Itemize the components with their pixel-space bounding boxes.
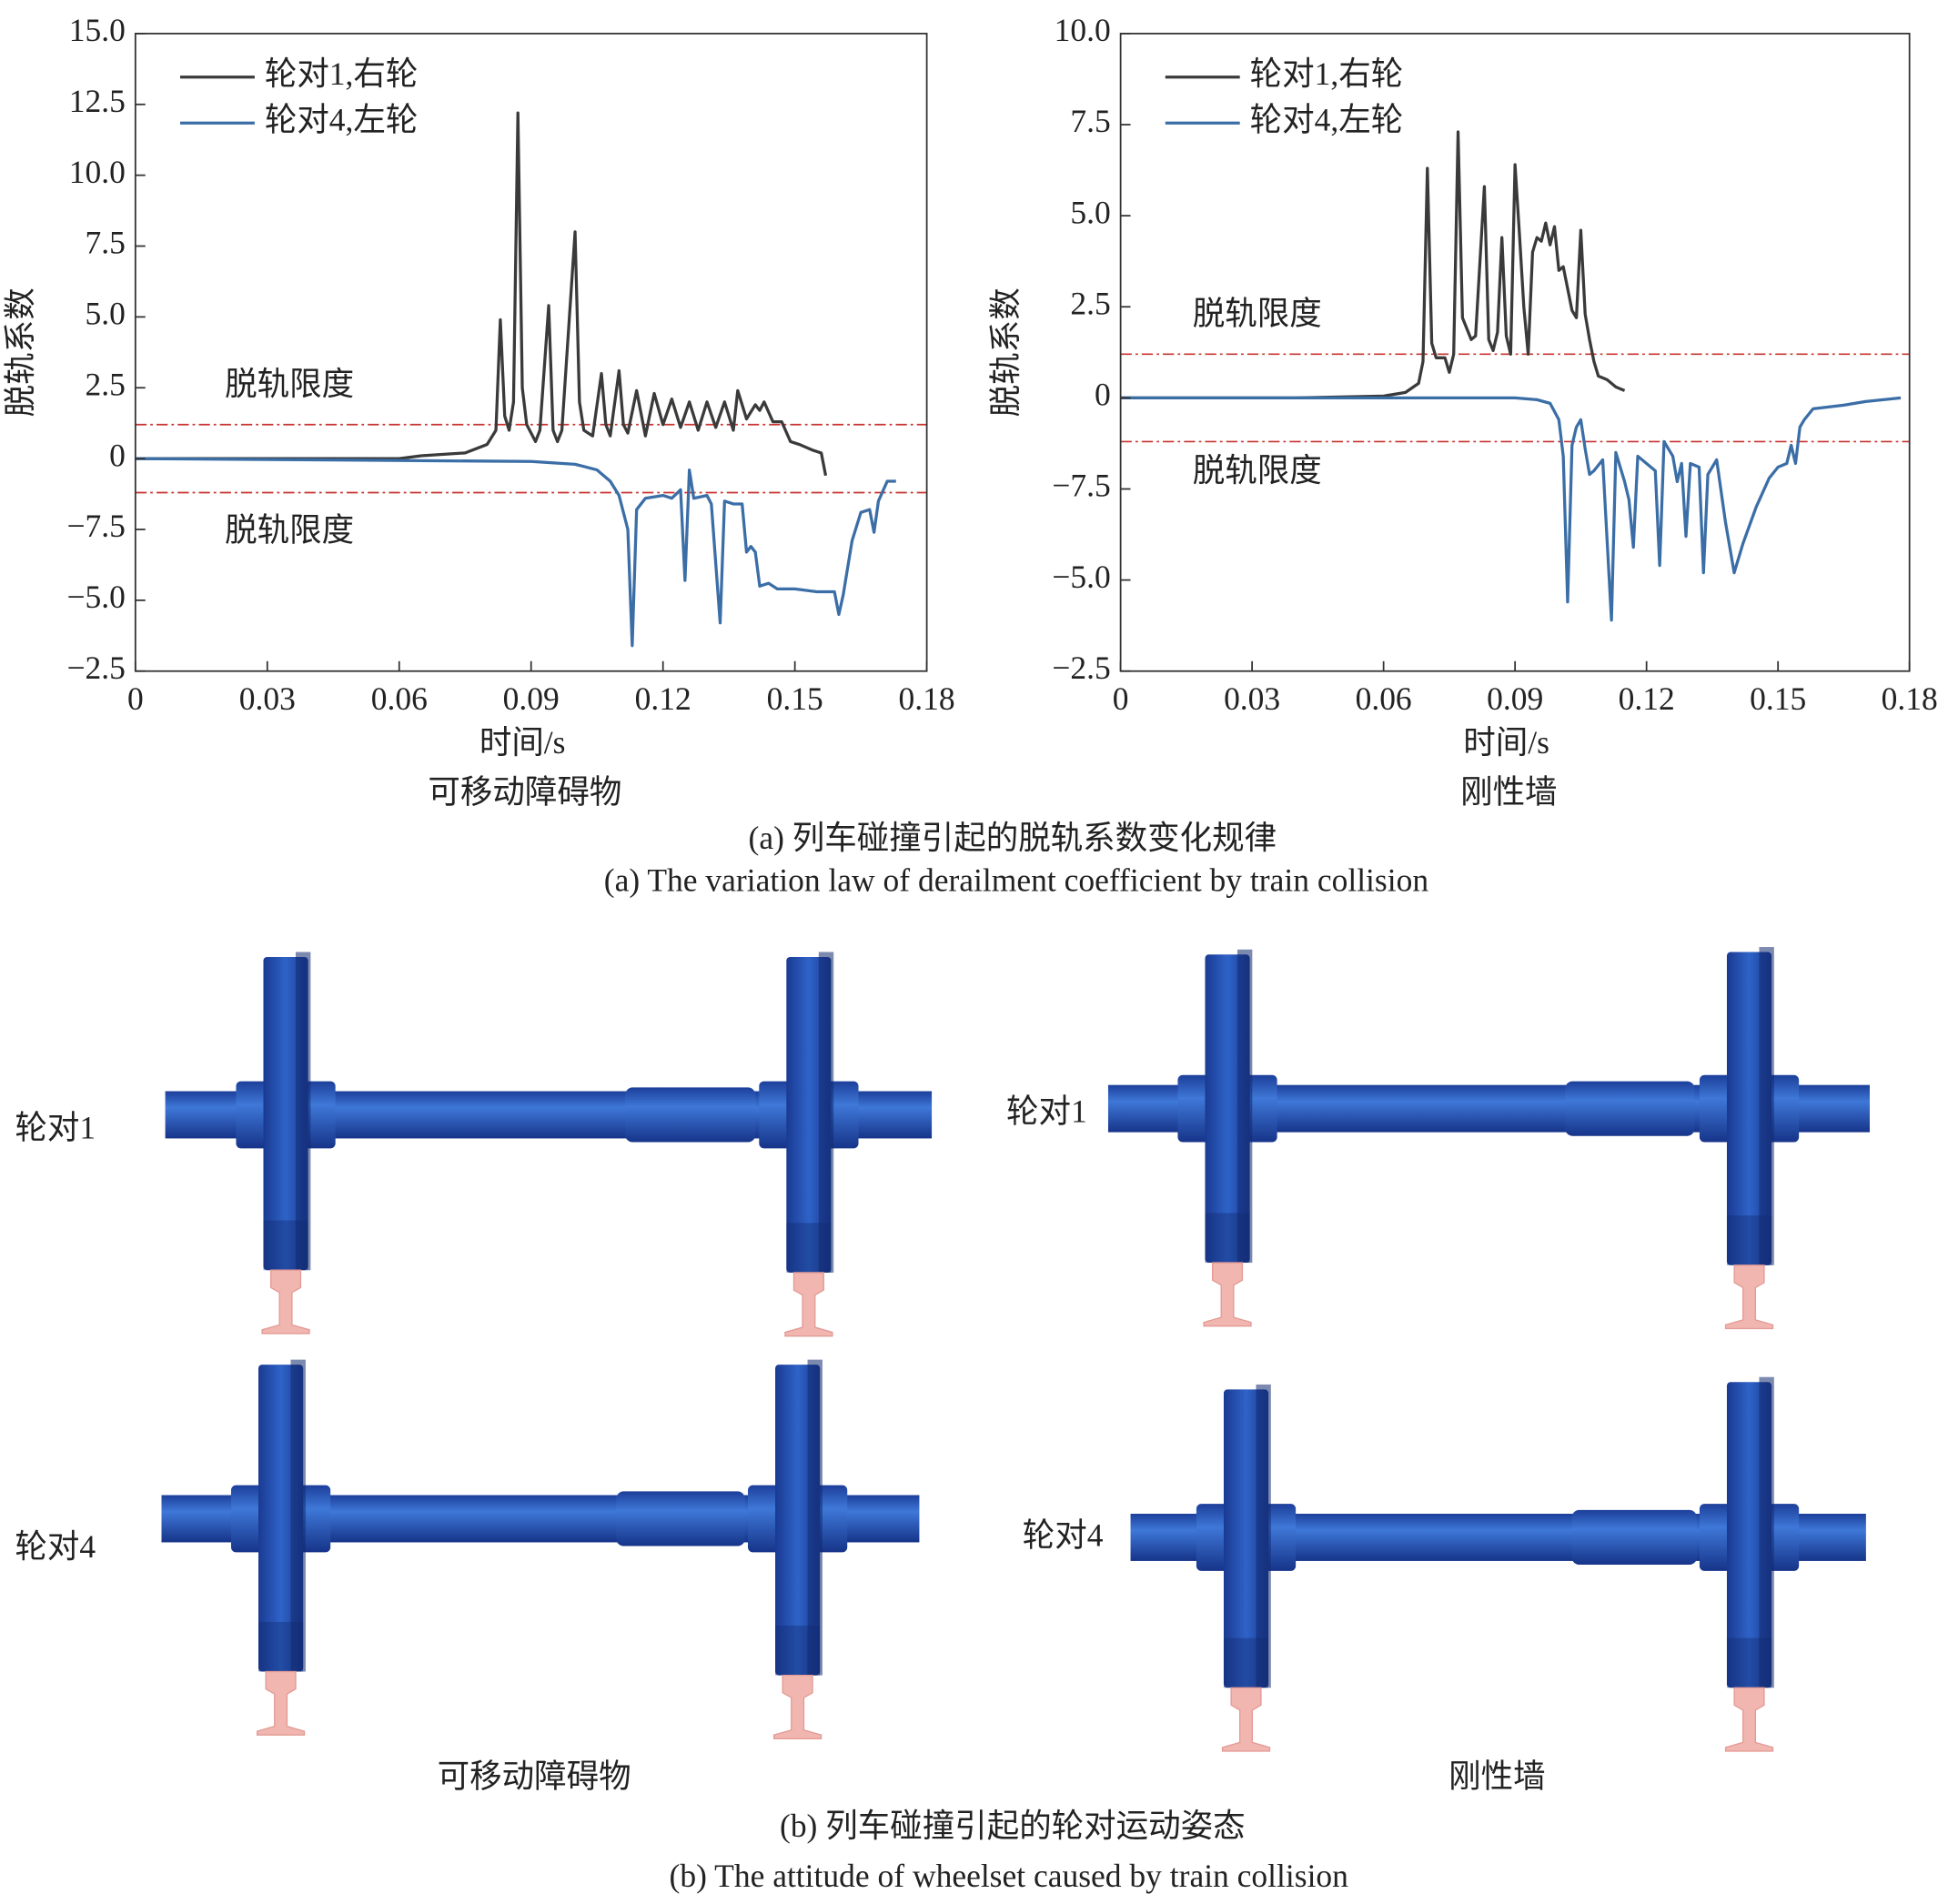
x-tick-label: 0.18 — [899, 680, 955, 717]
x-tick-label: 0.09 — [503, 680, 560, 717]
y-tick-label: 10.0 — [1055, 12, 1111, 48]
caption-b-zh: (b) 列车碰撞引起的轮对运动姿态 — [780, 1808, 1246, 1844]
y-axis-label: 脱轨系数 — [987, 287, 1024, 417]
wheelset — [1130, 1376, 1866, 1752]
wheel-flange — [295, 952, 311, 1271]
legend-label: 轮对4,左轮 — [265, 101, 419, 137]
plot-frame — [134, 32, 928, 672]
y-tick-label: 2.5 — [86, 366, 126, 402]
caption-a-en: (a) The variation law of derailment coef… — [604, 862, 1429, 899]
caption-a-zh: (a) 列车碰撞引起的脱轨系数变化规律 — [749, 820, 1277, 856]
y-axis-label: 脱轨系数 — [2, 287, 38, 417]
wheelset-label: 轮对4 — [1023, 1516, 1104, 1553]
wheel-tread-shadow — [1205, 1213, 1250, 1264]
y-tick-label: 0 — [1095, 377, 1111, 413]
x-tick-label: 0.06 — [371, 680, 428, 717]
y-tick-label: 5.0 — [1070, 194, 1110, 230]
y-tick-label: −7.5 — [1052, 468, 1110, 504]
x-tick-label: 0.12 — [1619, 680, 1675, 717]
y-tick-label: 15.0 — [69, 12, 126, 48]
x-tick-label: 0.09 — [1487, 680, 1543, 717]
data-line — [135, 111, 828, 477]
y-tick-label: 10.0 — [69, 154, 126, 190]
legend-label: 轮对1,右轮 — [265, 55, 419, 92]
wheel-flange — [1256, 1384, 1271, 1688]
wheelset-label: 轮对4 — [15, 1528, 96, 1565]
data-line — [135, 457, 896, 648]
caption-b-en: (b) The attitude of wheelset caused by t… — [670, 1858, 1349, 1894]
x-tick-label: 0.18 — [1882, 680, 1938, 717]
wheelset-label: 轮对1 — [1006, 1093, 1087, 1130]
wheelset — [1107, 947, 1870, 1330]
y-tick-label: −2.5 — [1052, 650, 1110, 686]
chart-title: 可移动障碍物 — [428, 774, 621, 811]
y-tick-label: 0 — [109, 437, 126, 473]
y-tick-label: 5.0 — [86, 296, 126, 332]
rail — [1724, 1687, 1774, 1752]
wheelset — [165, 952, 933, 1337]
chart: 脱轨限度脱轨限度轮对1,右轮轮对4,左轮10.07.55.02.50−7.5−5… — [987, 12, 1938, 810]
x-tick-label: 0 — [1113, 680, 1129, 717]
wheel-flange — [1759, 1376, 1774, 1688]
axle-seat — [625, 1087, 756, 1143]
limit-label: 脱轨限度 — [1193, 452, 1322, 489]
wheelset — [161, 1359, 920, 1739]
wheel-tread-shadow — [775, 1625, 821, 1676]
x-tick-label: 0.03 — [1224, 680, 1280, 717]
y-tick-label: 7.5 — [1070, 103, 1110, 139]
chart-title: 刚性墙 — [1460, 774, 1557, 811]
panel-title: 可移动障碍物 — [438, 1758, 631, 1795]
rail — [1221, 1687, 1271, 1752]
legend-label: 轮对4,左轮 — [1250, 101, 1404, 137]
wheel-flange — [807, 1359, 823, 1676]
axle-seat — [616, 1491, 745, 1546]
wheel-tread-shadow — [1726, 1215, 1772, 1265]
x-tick-label: 0.06 — [1356, 680, 1412, 717]
wheel-tread-shadow — [258, 1621, 304, 1672]
x-axis-label: 时间/s — [1463, 724, 1549, 761]
limit-label: 脱轨限度 — [1193, 295, 1322, 331]
y-tick-label: −5.0 — [67, 579, 126, 615]
limit-label: 脱轨限度 — [225, 366, 354, 402]
y-tick-label: −7.5 — [67, 508, 126, 544]
chart: 脱轨限度脱轨限度轮对1,右轮轮对4,左轮15.012.510.07.55.02.… — [2, 12, 955, 810]
y-tick-label: 7.5 — [86, 225, 126, 261]
data-line — [1120, 396, 1902, 622]
x-tick-label: 0.15 — [1750, 680, 1806, 717]
plot-frame — [1119, 32, 1911, 672]
x-axis-label: 时间/s — [479, 724, 566, 761]
axle-seat — [1565, 1081, 1695, 1136]
y-tick-label: 12.5 — [69, 83, 126, 119]
x-tick-label: 0 — [127, 680, 144, 717]
wheel-tread-shadow — [786, 1223, 832, 1273]
rail — [1724, 1264, 1774, 1330]
panel-title: 刚性墙 — [1448, 1758, 1545, 1795]
rail — [1203, 1262, 1252, 1327]
rail — [784, 1272, 833, 1337]
y-tick-label: 2.5 — [1070, 285, 1110, 321]
limit-label: 脱轨限度 — [225, 512, 354, 549]
rail — [261, 1269, 310, 1335]
wheel-flange — [1759, 947, 1774, 1265]
x-tick-label: 0.03 — [239, 680, 296, 717]
wheel-flange — [290, 1359, 306, 1672]
rail — [256, 1670, 306, 1736]
y-tick-label: −5.0 — [1052, 559, 1110, 595]
wheel-flange — [1236, 949, 1253, 1264]
y-tick-label: −2.5 — [67, 650, 126, 686]
x-tick-label: 0.12 — [635, 680, 691, 717]
wheel-flange — [818, 952, 834, 1273]
legend-label: 轮对1,右轮 — [1250, 55, 1404, 92]
wheel-tread-shadow — [1223, 1637, 1269, 1688]
x-tick-label: 0.15 — [767, 680, 823, 717]
axle-seat — [1571, 1509, 1697, 1566]
wheel-tread-shadow — [1726, 1637, 1772, 1688]
rail — [772, 1674, 823, 1739]
wheel-tread-shadow — [263, 1220, 308, 1271]
data-line — [1120, 130, 1626, 400]
wheelset-label: 轮对1 — [15, 1109, 96, 1145]
